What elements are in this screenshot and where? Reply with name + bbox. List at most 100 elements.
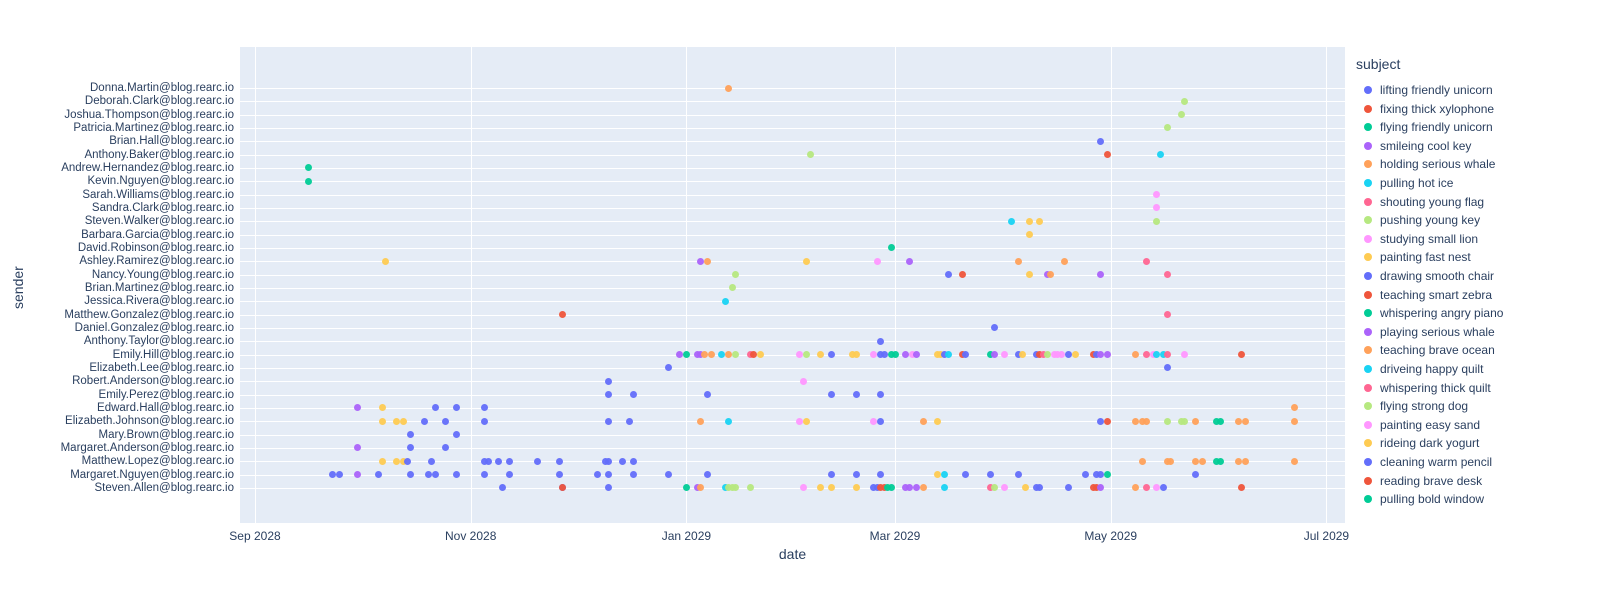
data-point[interactable] bbox=[919, 484, 927, 492]
data-point[interactable] bbox=[728, 284, 736, 292]
data-point[interactable] bbox=[601, 457, 609, 465]
data-point[interactable] bbox=[1047, 271, 1055, 279]
legend-item[interactable]: studying small lion bbox=[1364, 233, 1478, 245]
data-point[interactable] bbox=[704, 391, 712, 399]
data-point[interactable] bbox=[481, 457, 489, 465]
data-point[interactable] bbox=[1103, 417, 1111, 425]
data-point[interactable] bbox=[382, 257, 390, 265]
data-point[interactable] bbox=[555, 471, 563, 479]
data-point[interactable] bbox=[1181, 417, 1189, 425]
legend-item[interactable]: rideing dark yogurt bbox=[1364, 437, 1479, 449]
data-point[interactable] bbox=[1018, 351, 1026, 359]
data-point[interactable] bbox=[933, 417, 941, 425]
data-point[interactable] bbox=[799, 377, 807, 385]
data-point[interactable] bbox=[629, 391, 637, 399]
data-point[interactable] bbox=[905, 484, 913, 492]
data-point[interactable] bbox=[728, 484, 736, 492]
data-point[interactable] bbox=[962, 471, 970, 479]
legend-item[interactable]: pushing young key bbox=[1364, 214, 1480, 226]
data-point[interactable] bbox=[1213, 417, 1221, 425]
data-point[interactable] bbox=[1139, 457, 1147, 465]
data-point[interactable] bbox=[902, 484, 910, 492]
data-point[interactable] bbox=[1103, 151, 1111, 159]
data-point[interactable] bbox=[453, 431, 461, 439]
data-point[interactable] bbox=[803, 257, 811, 265]
data-point[interactable] bbox=[732, 484, 740, 492]
data-point[interactable] bbox=[1057, 351, 1065, 359]
data-point[interactable] bbox=[484, 457, 492, 465]
data-point[interactable] bbox=[870, 351, 878, 359]
data-point[interactable] bbox=[870, 484, 878, 492]
data-point[interactable] bbox=[534, 457, 542, 465]
data-point[interactable] bbox=[1064, 351, 1072, 359]
data-point[interactable] bbox=[1291, 417, 1299, 425]
data-point[interactable] bbox=[1163, 417, 1171, 425]
data-point[interactable] bbox=[1025, 217, 1033, 225]
data-point[interactable] bbox=[665, 471, 673, 479]
data-point[interactable] bbox=[877, 471, 885, 479]
data-point[interactable] bbox=[990, 324, 998, 332]
data-point[interactable] bbox=[1234, 417, 1242, 425]
data-point[interactable] bbox=[619, 457, 627, 465]
data-point[interactable] bbox=[1103, 471, 1111, 479]
data-point[interactable] bbox=[1036, 351, 1044, 359]
data-point[interactable] bbox=[629, 457, 637, 465]
data-point[interactable] bbox=[1103, 351, 1111, 359]
data-point[interactable] bbox=[605, 484, 613, 492]
data-point[interactable] bbox=[958, 271, 966, 279]
data-point[interactable] bbox=[852, 351, 860, 359]
data-point[interactable] bbox=[806, 151, 814, 159]
data-point[interactable] bbox=[902, 351, 910, 359]
data-point[interactable] bbox=[442, 417, 450, 425]
data-point[interactable] bbox=[884, 484, 892, 492]
data-point[interactable] bbox=[796, 351, 804, 359]
data-point[interactable] bbox=[887, 351, 895, 359]
data-point[interactable] bbox=[506, 471, 514, 479]
legend-item[interactable]: lifting friendly unicorn bbox=[1364, 84, 1493, 96]
data-point[interactable] bbox=[704, 471, 712, 479]
data-point[interactable] bbox=[1025, 231, 1033, 239]
data-point[interactable] bbox=[1199, 457, 1207, 465]
data-point[interactable] bbox=[1093, 484, 1101, 492]
legend-item[interactable]: reading brave desk bbox=[1364, 475, 1482, 487]
data-point[interactable] bbox=[990, 351, 998, 359]
data-point[interactable] bbox=[704, 257, 712, 265]
data-point[interactable] bbox=[827, 471, 835, 479]
data-point[interactable] bbox=[1142, 351, 1150, 359]
data-point[interactable] bbox=[626, 417, 634, 425]
data-point[interactable] bbox=[958, 351, 966, 359]
legend-item[interactable]: smileing cool key bbox=[1364, 140, 1471, 152]
data-point[interactable] bbox=[682, 484, 690, 492]
data-point[interactable] bbox=[499, 484, 507, 492]
data-point[interactable] bbox=[605, 471, 613, 479]
data-point[interactable] bbox=[1032, 484, 1040, 492]
data-point[interactable] bbox=[803, 351, 811, 359]
data-point[interactable] bbox=[304, 177, 312, 185]
data-point[interactable] bbox=[1142, 417, 1150, 425]
data-point[interactable] bbox=[1149, 351, 1157, 359]
data-point[interactable] bbox=[1096, 137, 1104, 145]
data-point[interactable] bbox=[880, 351, 888, 359]
data-point[interactable] bbox=[1050, 351, 1058, 359]
legend-item[interactable]: driveing happy quilt bbox=[1364, 363, 1483, 375]
data-point[interactable] bbox=[495, 457, 503, 465]
data-point[interactable] bbox=[506, 457, 514, 465]
data-point[interactable] bbox=[605, 391, 613, 399]
data-point[interactable] bbox=[941, 471, 949, 479]
data-point[interactable] bbox=[880, 484, 888, 492]
data-point[interactable] bbox=[1163, 457, 1171, 465]
data-point[interactable] bbox=[1160, 351, 1168, 359]
data-point[interactable] bbox=[400, 457, 407, 465]
legend-item[interactable]: painting fast nest bbox=[1364, 251, 1471, 263]
data-point[interactable] bbox=[1139, 417, 1147, 425]
data-point[interactable] bbox=[378, 404, 386, 412]
data-point[interactable] bbox=[403, 457, 411, 465]
legend-item[interactable]: playing serious whale bbox=[1364, 326, 1495, 338]
data-point[interactable] bbox=[392, 457, 400, 465]
legend-item[interactable]: painting easy sand bbox=[1364, 419, 1480, 431]
data-point[interactable] bbox=[877, 391, 885, 399]
data-point[interactable] bbox=[746, 484, 754, 492]
data-point[interactable] bbox=[877, 417, 885, 425]
data-point[interactable] bbox=[453, 471, 461, 479]
data-point[interactable] bbox=[1015, 471, 1023, 479]
